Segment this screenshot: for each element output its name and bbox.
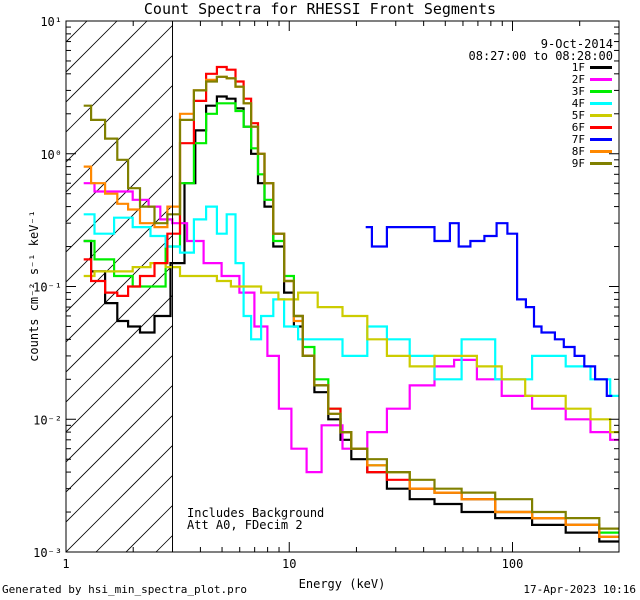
series-line-1F [83,95,619,543]
annotation-background: Includes Background [187,506,325,520]
x-tick-label: 10 [282,557,296,571]
legend-swatch [590,101,612,105]
hatch-line [66,21,238,193]
x-axis-label: Energy (keV) [299,577,386,591]
legend-item-6F: 6F [571,120,612,134]
legend-label: 2F [571,72,585,86]
legend-label: 1F [571,60,585,74]
legend-swatch [590,137,612,141]
legend-item-1F: 1F [571,60,612,74]
legend-swatch [590,89,612,93]
series-line-7F [365,222,613,397]
series-line-9F [83,75,619,530]
time-range-label: 08:27:00 to 08:28:00 [468,49,614,63]
y-tick-label: 10⁰ [40,148,62,162]
hatch-line [636,21,640,552]
hatched-region [0,21,640,552]
date-label: 9-Oct-2014 [540,37,613,51]
legend-item-7F: 7F [571,132,612,146]
legend-label: 8F [571,144,585,158]
legend-swatch [590,149,612,153]
x-tick-label: 1 [62,557,69,571]
series-line-2F [83,182,619,474]
x-tick-label: 100 [502,557,524,571]
legend-item-4F: 4F [571,96,612,110]
legend-swatch [590,65,612,69]
legend-swatch [590,125,612,129]
generated-by-label: Generated by hsi_min_spectra_plot.pro [2,583,248,596]
legend-swatch [590,77,612,81]
y-tick-label: 10⁻¹ [33,281,62,295]
hatch-line [0,21,27,552]
annotation-attenuator: Att A0, FDecim 2 [187,518,303,532]
hatch-line [66,21,208,163]
legend-label: 3F [571,84,585,98]
legend-item-2F: 2F [571,72,612,86]
legend-label: 9F [571,156,585,170]
legend: 1F 2F 3F 4F 5F 6F 7F 8F 9F [571,60,612,170]
y-tick-label: 10¹ [40,15,62,29]
legend-swatch [590,161,612,165]
legend-item-5F: 5F [571,108,612,122]
legend-label: 4F [571,96,585,110]
y-tick-label: 10⁻³ [33,546,62,560]
legend-item-3F: 3F [571,84,612,98]
legend-label: 5F [571,108,585,122]
y-tick-label: 10⁻² [33,413,62,427]
legend-item-8F: 8F [571,144,612,158]
timestamp-label: 17-Apr-2023 10:16 [523,583,636,596]
legend-label: 6F [571,120,585,134]
chart-title: Count Spectra for RHESSI Front Segments [143,0,497,18]
series-line-5F [83,262,619,434]
legend-label: 7F [571,132,585,146]
y-axis-label: counts cm⁻² s⁻¹ keV⁻¹ [27,210,41,362]
legend-swatch [590,113,612,117]
hatch-line [66,21,178,133]
legend-item-9F: 9F [571,156,612,170]
